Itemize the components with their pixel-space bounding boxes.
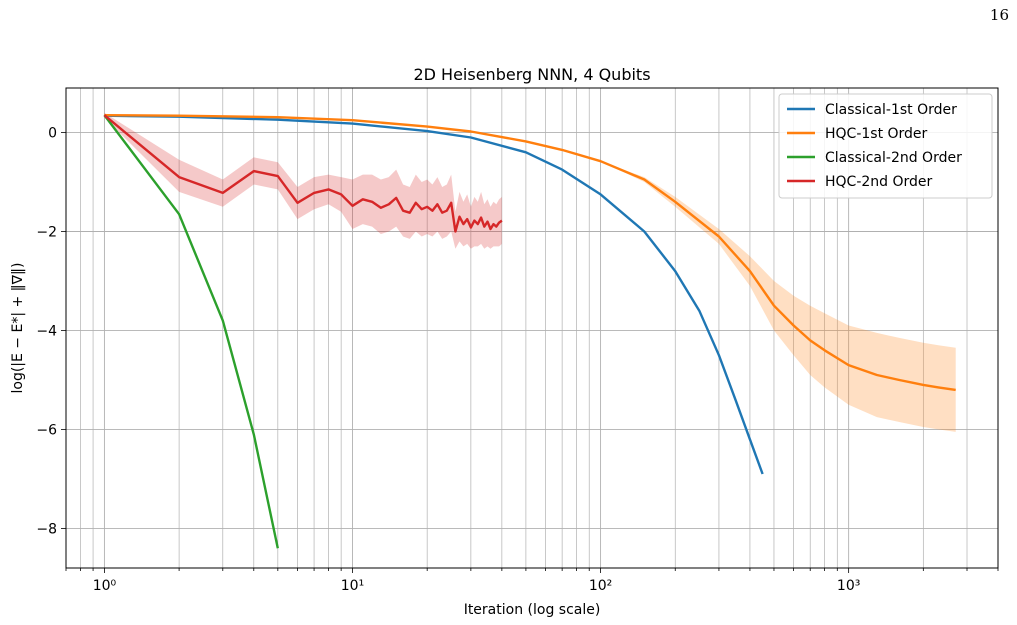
legend-entry: Classical-1st Order <box>825 102 957 118</box>
grid-lines <box>65 88 999 568</box>
x-tick-label: 10¹ <box>341 578 364 594</box>
y-tick-label: −4 <box>36 323 57 339</box>
legend-entry: HQC-1st Order <box>825 126 928 142</box>
y-tick-label: −8 <box>36 521 57 537</box>
series-line <box>103 114 279 549</box>
series-line <box>104 114 956 392</box>
plot-frame <box>65 87 999 569</box>
series-line <box>103 114 503 233</box>
series-lines <box>103 114 956 549</box>
x-tick-label: 10⁰ <box>93 578 117 594</box>
x-axis-label: Iteration (log scale) <box>464 602 601 618</box>
series-band <box>104 112 502 249</box>
legend: Classical-1st Order HQC-1st Order Classica… <box>778 93 993 199</box>
chart-title: 2D Heisenberg NNN, 4 Qubits <box>413 65 650 84</box>
y-tick-label: 0 <box>48 126 57 142</box>
y-axis-label: log(|E − E*| + ‖∇‖) <box>10 262 26 393</box>
legend-box <box>778 93 993 199</box>
confidence-bands <box>104 112 956 432</box>
series-line <box>104 114 764 475</box>
legend-entry: HQC-2nd Order <box>825 174 933 190</box>
x-tick-label: 10³ <box>837 578 860 594</box>
x-tick-label: 10² <box>589 578 612 594</box>
legend-entry: Classical-2nd Order <box>825 150 962 166</box>
series-band <box>104 115 956 432</box>
y-tick-label: −2 <box>36 225 57 241</box>
y-axis-ticks: 0 −2 −4 −6 −8 <box>36 126 66 537</box>
page-number: 16 <box>989 6 1009 24</box>
y-tick-label: −6 <box>36 422 57 438</box>
x-axis-ticks: 10⁰ 10¹ 10² 10³ <box>65 568 999 594</box>
